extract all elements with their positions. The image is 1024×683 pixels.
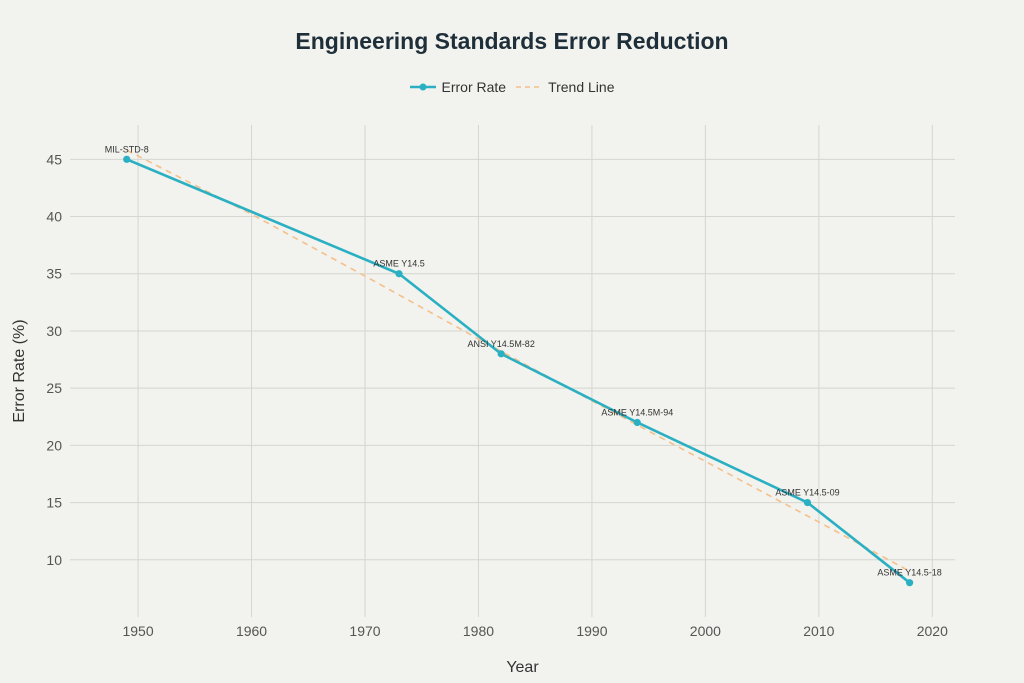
data-point: [906, 579, 914, 587]
x-tick-label: 1970: [349, 623, 380, 639]
grid-layer: [70, 125, 955, 617]
data-label: ASME Y14.5-18: [877, 568, 941, 578]
x-tick-label: 1950: [122, 623, 153, 639]
legend-trend-line-dash-icon: [516, 86, 543, 88]
x-tick-label: 1980: [463, 623, 494, 639]
data-label: ASME Y14.5M-94: [601, 407, 673, 417]
y-tick-label: 20: [46, 437, 62, 453]
point-labels: MIL-STD-8 ASME Y14.5 ANSI Y14.5M-82 ASME Y1…: [105, 144, 942, 577]
y-tick-label: 10: [46, 552, 62, 568]
data-point: [803, 498, 812, 507]
y-tick-label: 45: [46, 151, 62, 167]
y-tick-label: 15: [46, 495, 62, 511]
x-tick-label: 2000: [690, 623, 721, 639]
series-layer: [123, 149, 914, 587]
y-tick-label: 30: [46, 323, 62, 339]
legend-item-trend-line[interactable]: Trend Line: [516, 79, 615, 95]
data-label: ASME Y14.5: [373, 259, 424, 269]
x-tick-label: 2010: [803, 623, 834, 639]
data-point: [497, 350, 505, 358]
y-axis-label: Error Rate (%): [11, 319, 28, 422]
y-tick-label: 35: [46, 266, 62, 282]
data-point: [123, 155, 131, 163]
legend-error-rate-marker-icon: [409, 83, 436, 91]
y-tick-label: 40: [46, 209, 62, 225]
chart-title: Engineering Standards Error Reduction: [295, 28, 729, 54]
tick-labels: 1950 1960 1970 1980 1990 2000 2010 2020 10 15 20 25…: [46, 151, 948, 639]
legend: Error Rate Trend Line: [0, 79, 1024, 95]
legend-label-error-rate: Error Rate: [441, 79, 507, 95]
data-label: ANSI Y14.5M-82: [467, 339, 534, 349]
series-trend-line: [126, 149, 910, 572]
data-point: [633, 418, 641, 427]
x-axis-label: Year: [506, 659, 539, 676]
x-tick-label: 1990: [576, 623, 607, 639]
data-label: ASME Y14.5-09: [775, 488, 839, 498]
x-tick-label: 2020: [917, 623, 948, 639]
legend-item-error-rate[interactable]: Error Rate: [409, 79, 507, 95]
y-tick-label: 25: [46, 380, 62, 396]
series-error-rate-line: [126, 158, 911, 584]
x-tick-label: 1960: [236, 623, 267, 639]
data-point: [395, 270, 403, 278]
legend-label-trend-line: Trend Line: [548, 79, 615, 95]
data-label: MIL-STD-8: [105, 144, 149, 154]
